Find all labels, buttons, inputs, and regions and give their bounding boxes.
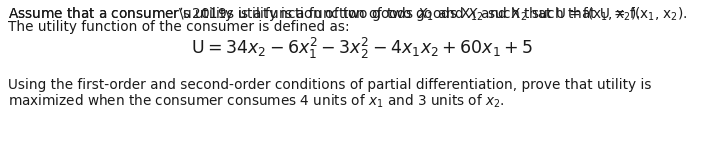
Text: The utility function of the consumer is defined as:: The utility function of the consumer is …	[8, 20, 349, 34]
Text: Assume that a consumer’s utility is a function of two goods $X_1$ and $X_2$ such: Assume that a consumer’s utility is a fu…	[8, 5, 641, 23]
Text: $\mathrm{U} = 34x_2 - 6x_1^2 - 3x_2^2 - 4x_1x_2 + 60x_1 + 5$: $\mathrm{U} = 34x_2 - 6x_1^2 - 3x_2^2 - …	[191, 36, 534, 61]
Text: maximized when the consumer consumes 4 units of $x_1$ and 3 units of $x_2$.: maximized when the consumer consumes 4 u…	[8, 93, 505, 110]
Text: Assume that a consumer\u2019s utility is a function of two goods $\mathdefault{X: Assume that a consumer\u2019s utility is…	[8, 5, 687, 23]
Text: Using the first-order and second-order conditions of partial differentiation, pr: Using the first-order and second-order c…	[8, 78, 652, 92]
